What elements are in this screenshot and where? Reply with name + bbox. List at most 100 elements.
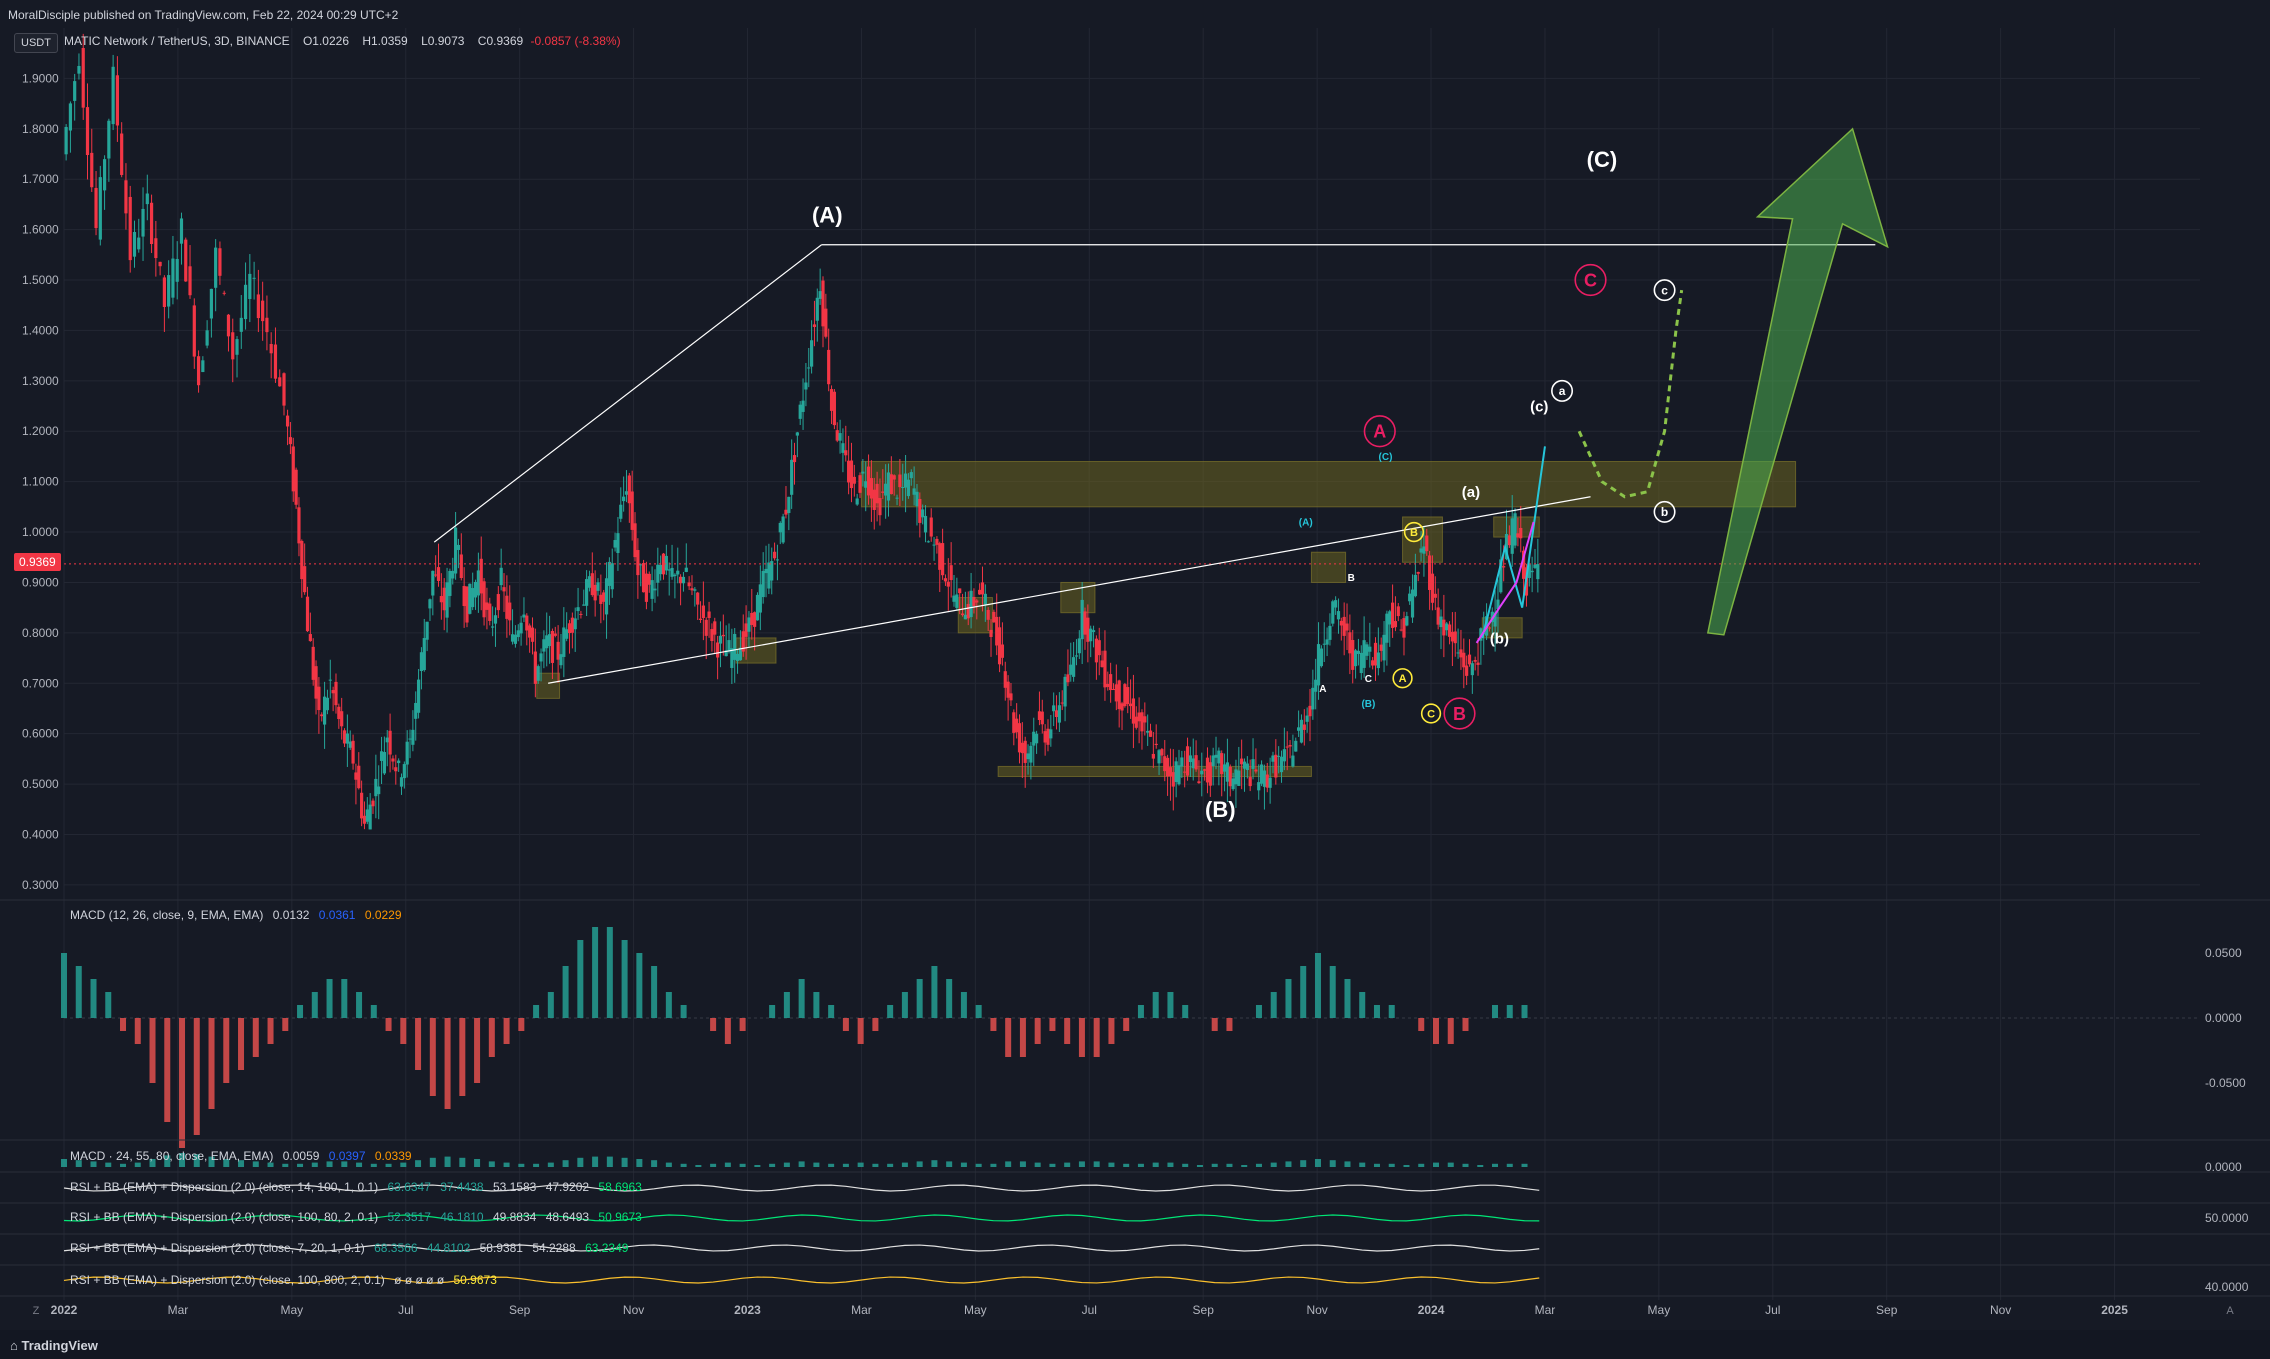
auto-scale-button[interactable]: A [2226,1305,2234,1317]
candle-body [858,475,862,493]
macd-histogram-bar [533,1005,540,1018]
candle-body [1017,723,1022,753]
candle-body [448,570,452,596]
macd-legend[interactable]: MACD (12, 26, close, 9, EMA, EMA) 0.0132… [70,908,402,922]
candle-body [630,491,634,530]
candle-body [693,589,697,591]
price-tick-label: 1.3000 [22,374,59,388]
candle-body [750,612,754,625]
candle-body [747,617,751,632]
tradingview-logo[interactable]: ⌂ TradingView [10,1338,98,1353]
macd2-pane: 0.0000 [0,1139,2270,1174]
macd-histogram-bar [1506,1005,1513,1018]
candle-body [898,474,902,488]
candle-body [1183,771,1187,773]
candle-body [827,349,831,385]
macd-histogram-bar [990,1018,997,1031]
macd2-histogram-bar [665,1162,672,1167]
candle-body [727,640,731,652]
macd-histogram-bar [193,1018,200,1135]
time-tick-label: Mar [851,1303,872,1317]
macd2-histogram-bar [946,1161,953,1167]
candle-body [1094,638,1098,663]
candle-body [1442,619,1446,636]
candle-body [641,563,646,593]
candle-body [656,564,660,583]
candle-body [1322,643,1326,645]
macd2-histogram-bar [606,1156,613,1167]
candle-body [1225,762,1230,782]
candle-body [1396,606,1400,617]
price-tick-label: 1.0000 [22,525,59,539]
candle-body [604,578,609,615]
magenta-projection [1475,521,1535,644]
price-axis[interactable]: 1.9000 1.8000 1.7000 1.6000 1.5000 1.4000 1.30… [22,71,59,891]
zoom-reset-button[interactable]: Z [33,1305,40,1317]
macd2-histogram-bar [739,1163,746,1167]
candle-body [932,544,936,546]
macd-histogram-bar [842,1018,849,1031]
macd2-histogram-bar [1226,1163,1233,1167]
candle-body [340,711,344,727]
candle-body [804,382,808,390]
macd-histogram-bar [1418,1018,1425,1031]
candle-body [205,330,209,346]
candle-body [639,564,643,566]
candle-body [408,738,412,740]
time-tick-label: 2025 [2101,1303,2128,1317]
candle-body [980,582,985,595]
candle-body [1519,527,1523,539]
candle-body [377,786,381,795]
currency-button[interactable]: USDT [14,33,58,53]
rsi3-legend[interactable]: RSI + BB (EMA) + Dispersion (2.0) (close… [70,1241,628,1255]
candle-body [784,509,788,515]
candle-body [918,498,922,523]
candle-body [1402,618,1406,638]
time-axis[interactable]: 2022 Mar May Jul Sep Nov 2023 Mar May Jul Sep Nov 20… [33,1303,2235,1317]
macd2-legend[interactable]: MACD · 24, 55, 80, close, EMA, EMA) 0.00… [70,1149,412,1163]
candle-body [909,472,913,479]
supply-demand-zone [997,765,1312,778]
candle-body [644,573,649,602]
candle-body [510,634,515,642]
candle-body [972,596,976,606]
candle-body [565,629,569,639]
candle-body [659,564,663,575]
price-tick-label: 1.6000 [22,223,59,237]
rsi2-legend[interactable]: RSI + BB (EMA) + Dispersion (2.0) (close… [70,1210,642,1224]
candle-body [602,592,606,602]
candle-body [744,623,748,637]
macd2-histogram-bar [592,1156,599,1167]
lower-trend [548,496,1591,684]
macd-histogram-bar [1359,992,1366,1018]
candle-body [1536,564,1540,580]
rsi1-value-1: 63.6347 [387,1180,431,1194]
candle-body [701,605,705,618]
candle-body [781,516,785,543]
macd2-histogram-bar [1492,1163,1499,1167]
candle-body [85,107,90,156]
macd-histogram-bar [739,1018,746,1031]
macd2-histogram-bar [1314,1159,1321,1167]
rsi1-legend[interactable]: RSI + BB (EMA) + Dispersion (2.0) (close… [70,1180,642,1194]
rsi4-legend[interactable]: RSI + BB (EMA) + Dispersion (2.0) (close… [70,1273,497,1287]
candle-body [145,193,149,205]
candle-body [311,646,315,680]
wave-label-circle [1392,668,1413,689]
macd-histogram-bar [592,927,599,1018]
wave-label: A [1373,422,1386,442]
candle-body [1046,728,1050,745]
candle-body [1405,616,1409,626]
wave-label: (a) [1462,484,1480,501]
candle-body [196,356,201,386]
macd2-histogram-bar [385,1163,392,1167]
macd2-histogram-bar [134,1162,141,1167]
macd-histogram-bar [1034,1018,1041,1044]
macd-histogram-bar [1108,1018,1115,1044]
candle-body [590,573,594,596]
candle-body [188,266,192,296]
symbol-name: MATIC Network / TetherUS, 3D, BINANCE [64,34,290,48]
macd-histogram-bar [1005,1018,1012,1057]
macd-histogram-bar [1064,1018,1071,1044]
